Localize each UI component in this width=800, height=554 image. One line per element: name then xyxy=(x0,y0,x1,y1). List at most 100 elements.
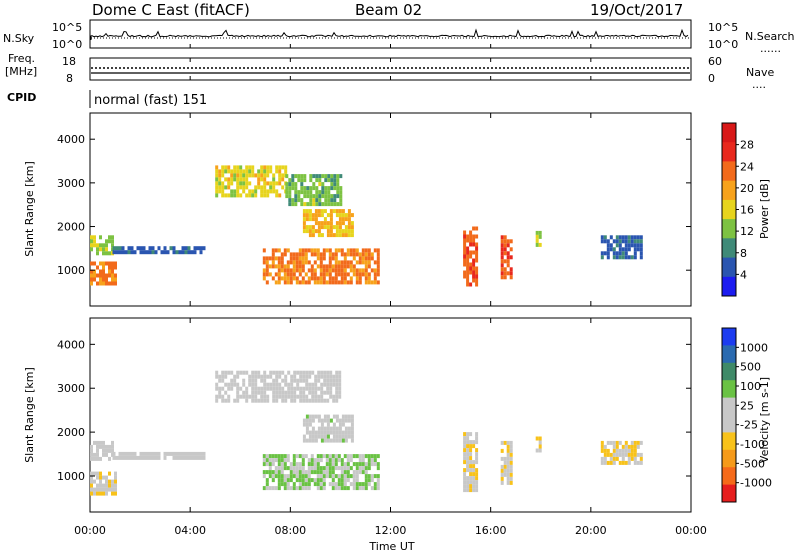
data-cell xyxy=(266,374,270,379)
data-cell xyxy=(301,458,305,463)
data-cell xyxy=(469,448,473,453)
data-cell xyxy=(289,272,293,277)
data-cell xyxy=(506,448,510,453)
data-cell xyxy=(633,452,637,457)
data-cell xyxy=(230,370,234,375)
data-cell xyxy=(111,273,114,278)
colorbar-segment xyxy=(722,219,736,239)
data-cell xyxy=(475,472,479,477)
data-cell xyxy=(311,418,315,423)
data-cell xyxy=(325,474,329,479)
data-cell xyxy=(333,194,337,199)
data-cell xyxy=(338,382,342,387)
data-cell xyxy=(367,478,371,483)
data-cell xyxy=(302,374,306,379)
data-cell xyxy=(370,268,374,273)
data-cell xyxy=(332,398,336,403)
data-cell xyxy=(361,454,365,459)
data-cell xyxy=(466,476,470,481)
data-cell xyxy=(233,382,237,387)
data-cell xyxy=(341,209,345,214)
data-cell xyxy=(142,246,146,251)
data-cell xyxy=(268,458,272,463)
data-cell xyxy=(280,276,284,281)
data-cell xyxy=(376,478,380,483)
data-cell xyxy=(332,225,336,230)
data-cell xyxy=(329,225,333,230)
data-cell xyxy=(105,444,108,449)
data-cell xyxy=(318,194,322,199)
data-cell xyxy=(320,398,324,403)
data-cell xyxy=(263,382,267,387)
colorbar-segment xyxy=(722,180,736,201)
data-cell xyxy=(294,174,298,179)
colorbar-tick-label: -100 xyxy=(740,438,765,451)
data-cell xyxy=(274,466,278,471)
data-cell xyxy=(292,458,296,463)
data-cell xyxy=(260,390,264,395)
data-cell xyxy=(260,177,264,182)
data-cell xyxy=(618,440,622,445)
data-cell xyxy=(239,165,243,170)
data-cell xyxy=(349,260,353,265)
data-cell xyxy=(469,452,473,457)
data-cell xyxy=(317,209,321,214)
data-cell xyxy=(358,466,362,471)
data-cell xyxy=(308,418,312,423)
data-cell xyxy=(175,250,179,255)
data-cell xyxy=(321,194,325,199)
data-cell xyxy=(344,434,348,439)
data-cell xyxy=(242,181,246,186)
data-cell xyxy=(105,491,108,496)
data-cell xyxy=(308,398,312,403)
data-cell xyxy=(327,198,331,203)
data-cell xyxy=(364,466,368,471)
data-cell xyxy=(340,458,344,463)
data-cell xyxy=(618,239,622,244)
data-cell xyxy=(224,382,228,387)
data-cell xyxy=(90,273,93,278)
data-cell xyxy=(603,448,607,453)
data-cell xyxy=(349,276,353,281)
data-cell xyxy=(466,278,470,283)
data-cell xyxy=(303,174,307,179)
data-cell xyxy=(283,454,287,459)
data-cell xyxy=(352,474,356,479)
data-cell xyxy=(265,478,269,483)
data-cell xyxy=(320,422,324,427)
data-cell xyxy=(301,256,305,261)
data-cell xyxy=(260,169,264,174)
data-cell xyxy=(295,462,299,467)
data-cell xyxy=(218,177,222,182)
data-cell xyxy=(257,185,261,190)
data-cell xyxy=(127,250,131,255)
data-cell xyxy=(338,390,342,395)
data-cell xyxy=(370,280,374,285)
data-cell xyxy=(463,468,467,473)
data-cell xyxy=(251,390,255,395)
data-cell xyxy=(133,250,137,255)
beam-title: Beam 02 xyxy=(355,1,422,19)
data-cell xyxy=(317,386,321,391)
data-patch xyxy=(90,235,114,256)
x-tick-label: 00:00 xyxy=(675,524,707,537)
data-cell xyxy=(503,267,507,272)
data-cell xyxy=(112,455,116,460)
data-cell xyxy=(310,268,314,273)
data-cell xyxy=(332,422,336,427)
data-cell xyxy=(289,486,293,491)
data-cell xyxy=(287,370,291,375)
data-cell xyxy=(332,430,336,435)
data-cell xyxy=(262,268,266,273)
data-cell xyxy=(99,487,102,492)
colorbar-tick-label: 12 xyxy=(740,225,754,238)
data-cell xyxy=(301,252,305,257)
data-cell xyxy=(370,486,374,491)
data-cell xyxy=(329,217,333,222)
data-cell xyxy=(307,248,311,253)
data-cell xyxy=(466,432,470,437)
data-cell xyxy=(286,458,290,463)
data-cell xyxy=(266,165,270,170)
data-cell xyxy=(236,394,240,399)
